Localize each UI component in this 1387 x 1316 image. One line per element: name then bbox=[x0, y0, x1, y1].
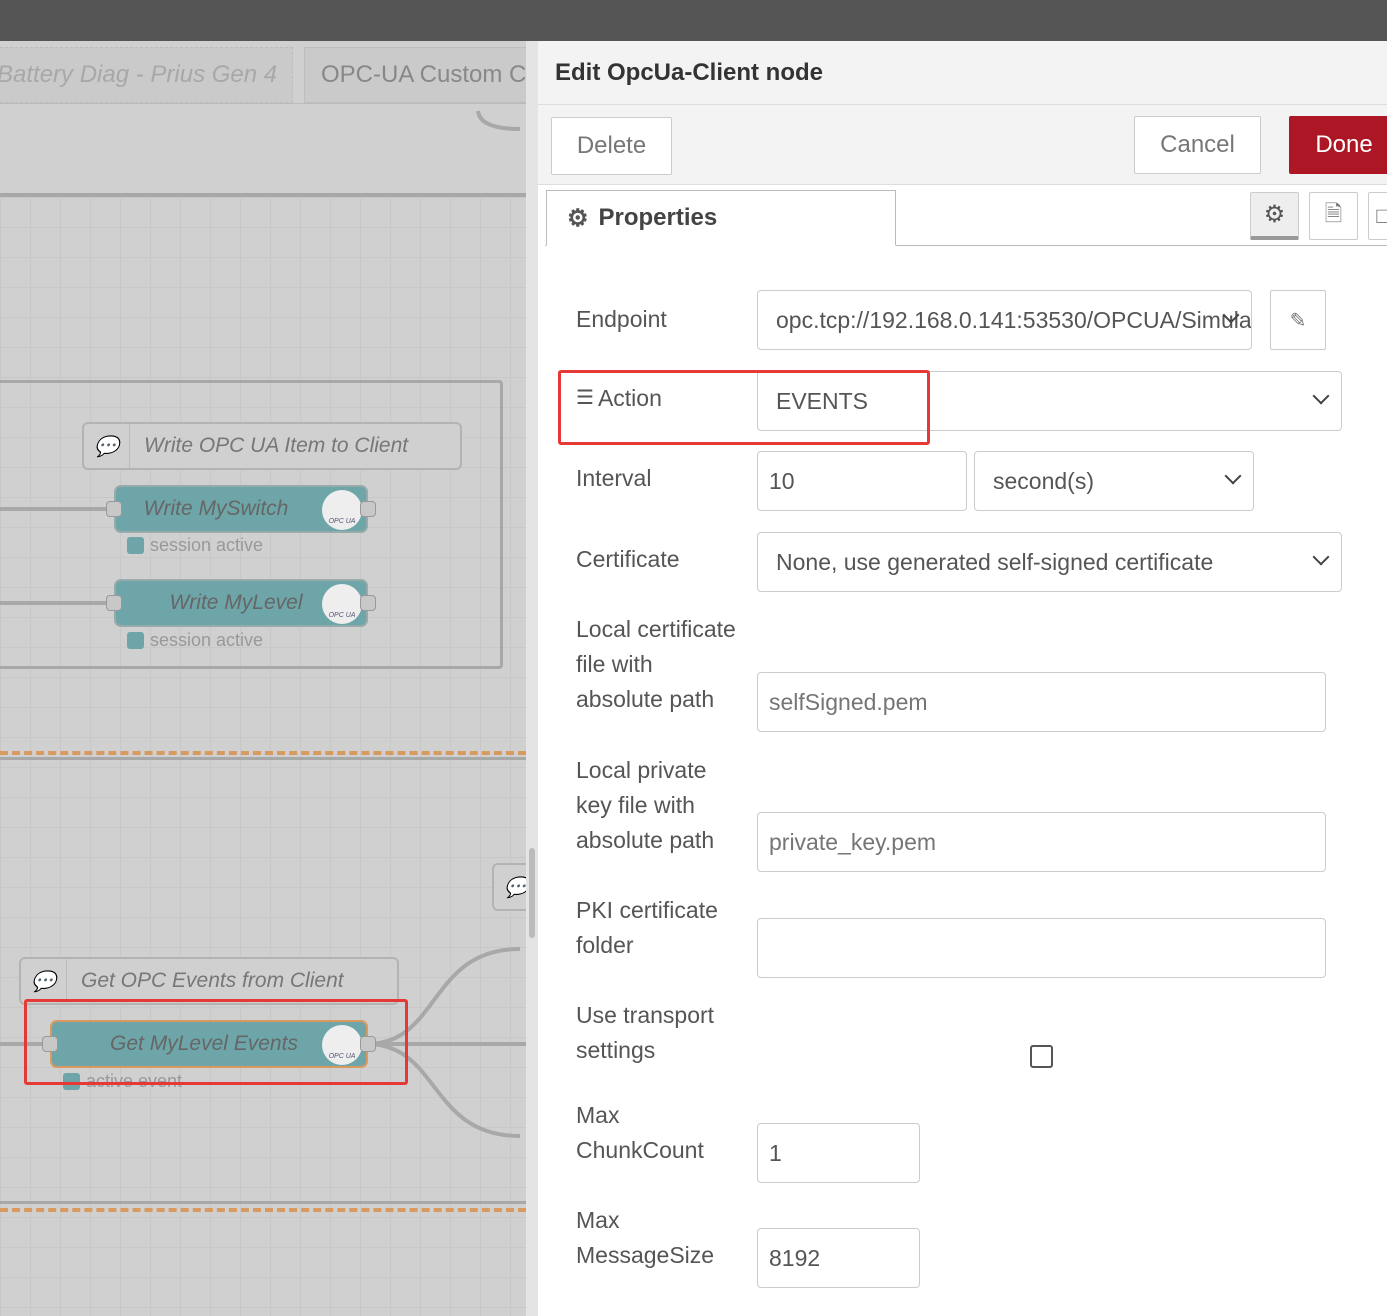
tab-opcua-custom[interactable]: OPC-UA Custom C bbox=[304, 47, 526, 103]
chunk-count-input[interactable]: 1 bbox=[757, 1123, 920, 1183]
input-port[interactable] bbox=[106, 595, 122, 611]
comment-node[interactable]: 💬 bbox=[492, 863, 526, 911]
opcua-icon: OPC UA bbox=[322, 490, 362, 530]
comment-node[interactable]: 💬 Write OPC UA Item to Client bbox=[82, 422, 462, 470]
interval-unit-value: second(s) bbox=[993, 467, 1094, 494]
message-size-label: Max MessageSize bbox=[576, 1207, 715, 1268]
node-status: active event bbox=[63, 1071, 182, 1092]
node-label: Write MyLevel bbox=[169, 591, 303, 614]
private-key-label: Local private key file with absolute path bbox=[576, 757, 715, 853]
frame-icon: □ bbox=[1376, 203, 1387, 228]
flow-canvas[interactable]: Battery Diag - Prius Gen 4 OPC-UA Custom… bbox=[0, 41, 526, 1316]
tab-divider bbox=[0, 103, 526, 104]
status-dot-icon bbox=[127, 537, 144, 554]
tab-divider bbox=[545, 245, 1387, 246]
settings-tab-button[interactable]: ⚙ bbox=[1250, 192, 1299, 240]
endpoint-select[interactable]: opc.tcp://192.168.0.141:53530/OPCUA/Simu… bbox=[757, 290, 1252, 350]
status-dot-icon bbox=[63, 1073, 80, 1090]
description-tab-button[interactable]: 🗎 bbox=[1309, 192, 1358, 240]
output-port[interactable] bbox=[360, 501, 376, 517]
comment-label: Write OPC UA Item to Client bbox=[144, 434, 409, 457]
panel-title: Edit OpcUa-Client node bbox=[538, 41, 1387, 105]
certificate-select[interactable]: None, use generated self-signed certific… bbox=[757, 532, 1342, 592]
tab-label: Battery Diag - Prius Gen 4 bbox=[0, 61, 278, 88]
tab-label: Properties bbox=[598, 204, 718, 231]
tab-label: OPC-UA Custom C bbox=[321, 61, 526, 88]
input-port[interactable] bbox=[106, 501, 122, 517]
private-key-input[interactable] bbox=[757, 812, 1326, 872]
local-cert-label: Local certificate file with absolute path bbox=[576, 616, 736, 712]
delete-button[interactable]: Delete bbox=[551, 117, 672, 175]
comment-icon: 💬 bbox=[21, 959, 67, 1003]
action-value: EVENTS bbox=[776, 387, 869, 414]
flow-node-write-myswitch[interactable]: Write MySwitch OPC UA bbox=[114, 485, 368, 533]
top-bar bbox=[0, 0, 1387, 41]
transport-checkbox[interactable] bbox=[1030, 1045, 1053, 1068]
comment-label: Get OPC Events from Client bbox=[81, 969, 344, 992]
endpoint-value: opc.tcp://192.168.0.141:53530/OPCUA/Simu… bbox=[776, 306, 1252, 333]
chevron-down-icon bbox=[1312, 387, 1330, 405]
document-icon: 🗎 bbox=[1324, 201, 1343, 226]
list-icon: ☰ bbox=[576, 387, 594, 409]
divider bbox=[0, 757, 526, 760]
opcua-icon: OPC UA bbox=[322, 1025, 362, 1065]
done-button[interactable]: Done bbox=[1289, 116, 1387, 174]
interval-input[interactable]: 10 bbox=[757, 451, 967, 511]
highlight-box bbox=[24, 999, 408, 1085]
interval-label: Interval bbox=[576, 465, 652, 491]
divider bbox=[0, 193, 526, 197]
pki-folder-label: PKI certificate folder bbox=[576, 897, 718, 958]
tab-battery-diag[interactable]: Battery Diag - Prius Gen 4 bbox=[0, 47, 293, 103]
node-status: session active bbox=[127, 535, 263, 556]
gear-icon: ⚙ bbox=[567, 204, 589, 232]
chunk-count-label: Max ChunkCount bbox=[576, 1102, 704, 1163]
output-port[interactable] bbox=[360, 1036, 376, 1052]
output-port[interactable] bbox=[360, 595, 376, 611]
divider bbox=[0, 1201, 526, 1204]
node-status: session active bbox=[127, 630, 263, 651]
tab-properties[interactable]: ⚙ Properties bbox=[546, 190, 896, 246]
highlight-box bbox=[558, 370, 930, 445]
wires bbox=[0, 110, 526, 1138]
transport-label: Use transport settings bbox=[576, 1002, 715, 1063]
message-size-input[interactable]: 8192 bbox=[757, 1228, 920, 1288]
action-label: ☰ Action bbox=[576, 381, 662, 416]
button-bar: Delete Cancel Done bbox=[538, 105, 1387, 185]
pencil-icon: ✎ bbox=[1289, 309, 1307, 332]
comment-icon: 💬 bbox=[494, 865, 526, 909]
opcua-icon: OPC UA bbox=[322, 584, 362, 624]
chevron-down-icon bbox=[1224, 467, 1242, 485]
local-cert-input[interactable] bbox=[757, 672, 1326, 732]
action-select[interactable]: EVENTS bbox=[757, 371, 1342, 431]
pki-folder-input[interactable] bbox=[757, 918, 1326, 978]
panel-resize-handle[interactable] bbox=[529, 848, 535, 938]
gear-icon: ⚙ bbox=[1263, 201, 1286, 228]
interval-unit-select[interactable]: second(s) bbox=[974, 451, 1254, 511]
certificate-label: Certificate bbox=[576, 546, 680, 572]
flow-node-write-mylevel[interactable]: Write MyLevel OPC UA bbox=[114, 579, 368, 627]
edit-node-panel: Edit OpcUa-Client node Delete Cancel Don… bbox=[526, 41, 1387, 1316]
edit-endpoint-button[interactable]: ✎ bbox=[1270, 290, 1326, 350]
status-dot-icon bbox=[127, 632, 144, 649]
group-border-dashed bbox=[0, 751, 526, 755]
input-port[interactable] bbox=[42, 1036, 58, 1052]
chevron-down-icon bbox=[1312, 548, 1330, 566]
grid bbox=[0, 197, 526, 1316]
group-border-dashed bbox=[0, 1208, 526, 1212]
comment-node[interactable]: 💬 Get OPC Events from Client bbox=[19, 957, 399, 1005]
node-label: Get MyLevel Events bbox=[110, 1032, 298, 1055]
appearance-tab-button[interactable]: □ bbox=[1368, 192, 1387, 240]
certificate-value: None, use generated self-signed certific… bbox=[776, 548, 1214, 575]
group-box[interactable] bbox=[0, 380, 503, 669]
comment-icon: 💬 bbox=[84, 424, 130, 468]
endpoint-label: Endpoint bbox=[576, 306, 667, 332]
cancel-button[interactable]: Cancel bbox=[1134, 116, 1261, 174]
node-label: Write MySwitch bbox=[143, 497, 289, 520]
